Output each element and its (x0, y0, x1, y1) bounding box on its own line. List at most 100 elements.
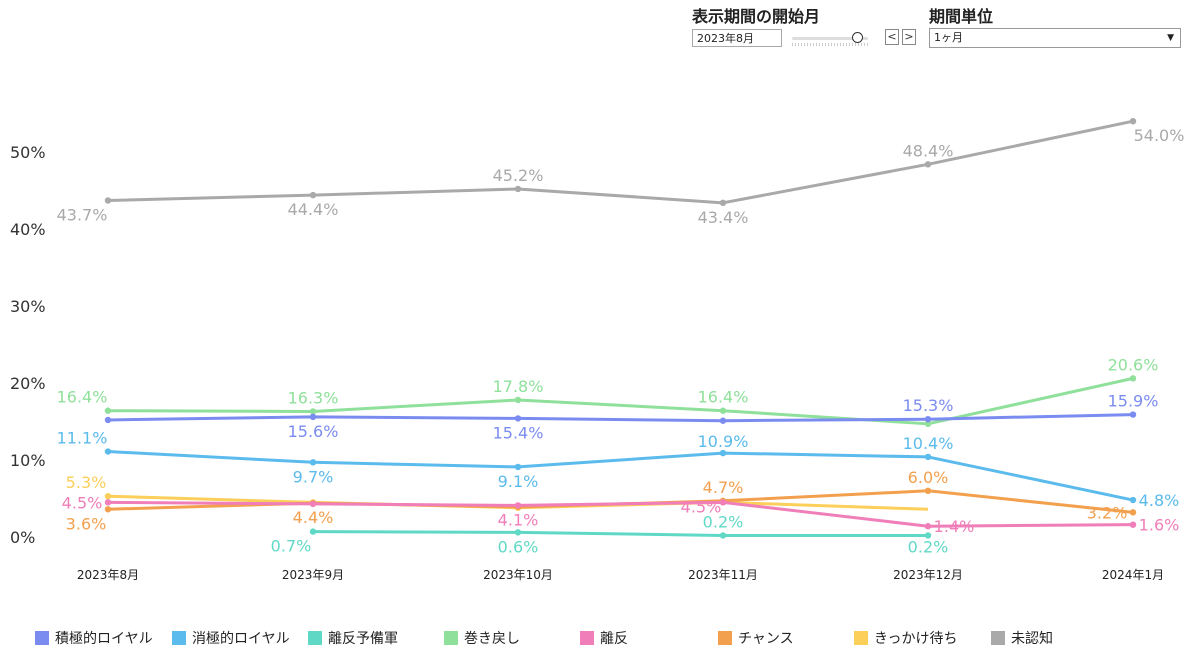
data-point (924, 420, 932, 428)
data-label: 17.8% (493, 377, 544, 396)
y-tick-label: 30% (10, 297, 46, 316)
y-tick-label: 0% (10, 528, 35, 547)
x-tick-label: 2023年12月 (893, 568, 963, 582)
slider-handle[interactable] (851, 32, 863, 43)
data-label: 4.8% (1139, 491, 1180, 510)
legend-swatch (172, 631, 186, 645)
data-point (924, 161, 932, 168)
data-point (309, 500, 317, 508)
legend-swatch (991, 631, 1005, 645)
data-label: 43.7% (57, 206, 108, 225)
series-line-消極的ロイヤル (107, 450, 1134, 502)
data-label: 16.4% (57, 388, 108, 407)
data-label: 20.6% (1108, 355, 1159, 374)
data-label: 4.5% (62, 493, 103, 512)
start-month-slider[interactable] (792, 37, 868, 40)
legend-item[interactable]: 消極的ロイヤル (172, 628, 290, 648)
prev-month-button[interactable]: < (885, 29, 899, 45)
x-tick-label: 2023年9月 (282, 568, 344, 582)
data-label: 3.6% (66, 514, 107, 533)
data-label: 16.4% (698, 388, 749, 407)
data-label: 11.1% (57, 429, 108, 448)
data-point (719, 199, 727, 207)
data-label: 0.2% (703, 512, 744, 531)
period-unit-label: 期間単位 (929, 7, 994, 26)
data-point (924, 415, 932, 423)
data-point (924, 453, 932, 461)
data-point (514, 415, 522, 422)
data-point (1129, 496, 1137, 504)
legend-item[interactable]: きっかけ待ち (854, 628, 957, 648)
next-month-button[interactable]: > (902, 29, 916, 45)
start-month-label: 表示期間の開始月 (692, 7, 821, 26)
chart-legend: 積極的ロイヤル 消極的ロイヤル 離反予備軍 巻き戻し 離反 チャンス きっかけ待ち 未認知 (0, 628, 1200, 652)
data-label: 15.3% (903, 396, 954, 415)
data-point (719, 499, 727, 506)
x-tick-label: 2023年10月 (483, 568, 553, 582)
data-point (1129, 375, 1137, 382)
data-point (309, 459, 317, 466)
legend-swatch (854, 631, 868, 645)
data-label: 4.4% (293, 508, 334, 527)
data-point (514, 463, 522, 471)
legend-label: 消極的ロイヤル (192, 631, 290, 647)
legend-swatch (308, 631, 322, 645)
data-point (104, 499, 112, 506)
series-line-未認知 (107, 119, 1134, 205)
legend-swatch (580, 631, 594, 645)
legend-label: きっかけ待ち (874, 631, 958, 647)
legend-swatch (444, 631, 458, 645)
chevron-down-icon: ▼ (1167, 33, 1174, 43)
data-label: 3.2% (1087, 503, 1128, 522)
legend-item[interactable]: 離反 (580, 628, 628, 648)
data-label: 45.2% (493, 166, 544, 185)
data-point (309, 408, 317, 415)
data-point (104, 197, 112, 204)
legend-item[interactable]: 積極的ロイヤル (35, 628, 153, 648)
data-label: 10.4% (903, 434, 954, 453)
data-point (514, 502, 522, 509)
legend-swatch (718, 631, 732, 645)
data-point (104, 506, 112, 513)
data-point (309, 413, 317, 421)
legend-swatch (35, 631, 49, 645)
x-tick-label: 2024年1月 (1102, 568, 1164, 582)
data-label: 43.4% (698, 208, 749, 227)
period-unit-select[interactable]: 1ヶ月 ▼ (929, 28, 1181, 48)
data-label: 0.7% (271, 537, 312, 556)
data-point (1129, 118, 1137, 125)
y-tick-label: 40% (10, 220, 46, 239)
data-label: 6.0% (908, 468, 949, 487)
data-label: 16.3% (288, 388, 339, 407)
legend-label: 巻き戻し (464, 631, 520, 647)
legend-label: チャンス (738, 631, 794, 647)
data-point (719, 449, 727, 457)
data-label: 9.7% (293, 467, 334, 486)
start-month-input[interactable]: 2023年8月 (692, 29, 782, 47)
data-label: 1.6% (1139, 516, 1180, 535)
data-label: 15.6% (288, 422, 339, 441)
data-point (924, 487, 932, 494)
data-point (104, 492, 112, 500)
data-label: 5.3% (66, 473, 107, 492)
line-chart: 0% 10% 20% 30% 40% 50% 2023年8月 2023年9月 2023年10月 2… (10, 118, 1184, 582)
data-label: 10.9% (698, 432, 749, 451)
data-point (719, 407, 727, 414)
legend-label: 未認知 (1011, 631, 1053, 647)
data-label: 1.4% (934, 517, 975, 536)
legend-label: 離反 (600, 631, 628, 647)
data-label: 4.7% (703, 478, 744, 497)
series-line-積極的ロイヤル (107, 413, 1134, 423)
slider-ticks (792, 43, 868, 46)
data-point (514, 396, 522, 404)
legend-item[interactable]: 巻き戻し (444, 628, 520, 648)
legend-label: 離反予備軍 (328, 631, 398, 647)
legend-item[interactable]: チャンス (718, 628, 794, 648)
data-label: 0.6% (498, 537, 539, 556)
legend-item[interactable]: 未認知 (991, 628, 1053, 648)
data-point (1129, 411, 1137, 418)
data-label: 15.9% (1108, 392, 1159, 411)
x-tick-label: 2023年8月 (77, 568, 139, 582)
data-point (514, 529, 522, 536)
legend-item[interactable]: 離反予備軍 (308, 628, 398, 648)
